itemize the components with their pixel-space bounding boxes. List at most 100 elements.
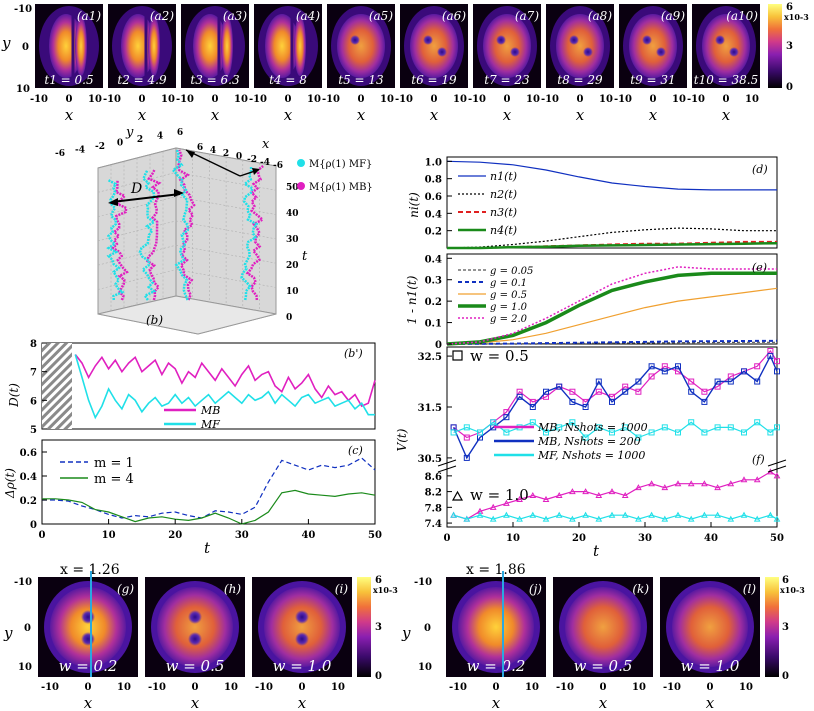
data-point bbox=[595, 388, 602, 395]
y-tick-label: 30.5 bbox=[418, 454, 442, 465]
x-tick-label: 0 bbox=[85, 682, 92, 693]
data-point bbox=[556, 424, 563, 431]
jl-ytick: -10 bbox=[414, 577, 432, 588]
bp-legend-mf: MF bbox=[200, 418, 220, 431]
panel-a-xtick: 0 bbox=[66, 94, 73, 105]
data-point bbox=[582, 434, 589, 441]
vortex-hole bbox=[81, 632, 95, 646]
panel-a-xtick: 10 bbox=[599, 94, 613, 105]
axis-x-tick: -4 bbox=[260, 158, 270, 168]
c-label: (c) bbox=[348, 444, 363, 457]
panel-a-xtick: -10 bbox=[541, 94, 559, 105]
data-point bbox=[503, 429, 510, 436]
distance-arrow-head bbox=[174, 189, 184, 197]
c-legend-m4: m = 4 bbox=[94, 472, 134, 487]
data-point bbox=[753, 515, 761, 522]
e-legend-label: g = 0.1 bbox=[490, 278, 527, 289]
n3-line bbox=[447, 240, 777, 249]
data-point bbox=[503, 499, 510, 506]
panel-c-chart: 0.6 0.4 0.2 0 0 10 20 30 40 50 Δρ(t) t (c) m = 1… bbox=[3, 439, 382, 557]
data-point bbox=[727, 424, 734, 431]
data-point bbox=[503, 414, 510, 421]
vortex-hole bbox=[583, 47, 593, 57]
panel-b-prime-chart: 8 7 6 5 D(t) (b') MB MF bbox=[7, 339, 376, 436]
x-axis-label: x bbox=[191, 694, 200, 711]
frame-w-label: w = 0.2 bbox=[467, 657, 526, 675]
y-tick-label: 32.5 bbox=[418, 352, 442, 363]
y-tick-label: 8.2 bbox=[425, 488, 442, 499]
d-label: (d) bbox=[752, 163, 768, 176]
data-point bbox=[621, 511, 629, 518]
data-point bbox=[543, 429, 549, 436]
data-point bbox=[555, 492, 563, 499]
data-point bbox=[767, 511, 774, 518]
panel-a-xtick: -10 bbox=[395, 94, 413, 105]
x-tick-label: 10 bbox=[102, 530, 116, 541]
y-tick-label: 8 bbox=[30, 339, 37, 350]
density-lobe-right bbox=[148, 16, 160, 76]
panel-a-time: t9 = 31 bbox=[630, 73, 675, 87]
f-ylabel: V(t) bbox=[395, 428, 409, 451]
panel-a-xtick: 0 bbox=[577, 94, 584, 105]
x-tick-label: 0 bbox=[444, 533, 451, 544]
density-cloud bbox=[556, 14, 604, 78]
panel-a-time: t7 = 23 bbox=[484, 73, 530, 87]
mf-trajectory bbox=[240, 166, 259, 301]
data-point bbox=[555, 511, 563, 518]
frame-w-label: w = 1.0 bbox=[681, 657, 740, 675]
data-point bbox=[569, 388, 576, 395]
data-point bbox=[450, 429, 457, 436]
bp-ylabel: D(t) bbox=[7, 383, 21, 408]
panel-a-label: (a6) bbox=[442, 9, 466, 23]
frame-label: (i) bbox=[335, 582, 349, 596]
data-point bbox=[622, 424, 629, 431]
panel-a-xtick: 0 bbox=[723, 94, 730, 105]
axis-x-tick: 0 bbox=[236, 152, 242, 162]
jl-colorbar-mid: 3 bbox=[782, 622, 789, 633]
y-tick-label: 0.3 bbox=[425, 276, 442, 287]
series-line bbox=[453, 514, 778, 520]
y-tick-label: 0.4 bbox=[20, 472, 37, 483]
axis-t-label: t bbox=[302, 249, 308, 264]
data-point bbox=[608, 511, 616, 518]
distance-label: D bbox=[130, 181, 142, 197]
data-point bbox=[489, 503, 497, 510]
data-point bbox=[542, 495, 550, 502]
data-point bbox=[516, 495, 523, 502]
frame-label: (j) bbox=[529, 582, 542, 596]
data-point bbox=[701, 511, 708, 518]
data-point bbox=[714, 511, 721, 518]
data-point bbox=[582, 511, 589, 518]
panel-a-xtick: 0 bbox=[139, 94, 146, 105]
panel-j-l-densities: x = 1.86 y -10 0 10 (j)w = 0.2-10 0 10x(k)… bbox=[401, 562, 805, 711]
d-legend-label: n2(t) bbox=[490, 188, 517, 201]
data-point bbox=[687, 480, 695, 487]
y-tick-label: 5 bbox=[30, 425, 37, 436]
panel-a-xtick: -10 bbox=[468, 94, 486, 105]
panel-a-xlabel: x bbox=[65, 106, 74, 124]
axis-x-tick: 6 bbox=[197, 143, 203, 153]
y-tick-label: 31.5 bbox=[418, 403, 442, 414]
distance-arrow bbox=[111, 193, 181, 203]
data-point bbox=[648, 480, 655, 487]
m4-line bbox=[42, 489, 376, 525]
f-legend-label: MF, Nshots = 1000 bbox=[537, 449, 645, 462]
data-point bbox=[687, 515, 695, 522]
x-tick-label: 0 bbox=[600, 682, 607, 693]
x-tick-label: -10 bbox=[556, 682, 574, 693]
e-ylabel: 1 - n1(t) bbox=[405, 275, 419, 324]
jl-ytick: 10 bbox=[418, 662, 432, 673]
series-line bbox=[446, 266, 777, 345]
mb-trajectory bbox=[111, 179, 129, 301]
data-point bbox=[595, 378, 602, 385]
data-point bbox=[529, 492, 537, 499]
vortex-hole bbox=[510, 47, 520, 57]
axis-y-tick: 2 bbox=[137, 135, 143, 145]
gi-ylabel: y bbox=[3, 624, 13, 642]
vortex-hole bbox=[715, 35, 725, 45]
y-tick-label: 0.4 bbox=[425, 254, 442, 265]
mf-distance-line bbox=[74, 354, 375, 420]
axis-t-tick: 10 bbox=[286, 287, 299, 297]
data-point bbox=[621, 492, 629, 499]
gi-colorbar-exponent: x10-3 bbox=[373, 585, 398, 595]
